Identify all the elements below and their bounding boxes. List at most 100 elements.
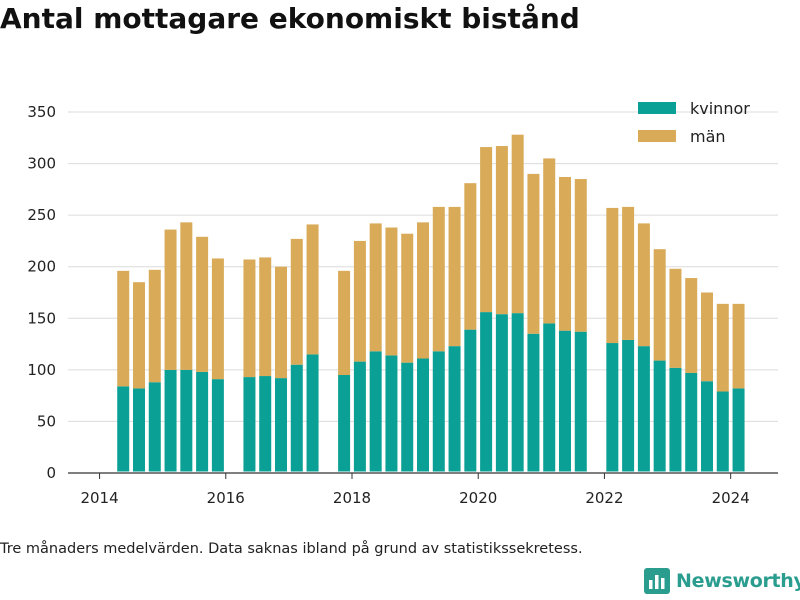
bar-kvinnor [732, 388, 745, 472]
bar-man [653, 249, 666, 361]
bar-man [353, 240, 366, 362]
x-tick-label: 2018 [333, 489, 371, 507]
bar-kvinnor [637, 346, 650, 472]
bar-chart-logo-icon [644, 568, 670, 594]
bar-kvinnor [259, 376, 272, 472]
y-tick-label: 150 [27, 309, 56, 327]
chart-title: Antal mottagare ekonomiskt bistånd [0, 2, 580, 35]
y-tick-label: 50 [37, 412, 56, 430]
bar-man [196, 236, 209, 372]
bar-kvinnor [574, 331, 587, 472]
bar-man [543, 158, 556, 324]
x-axis: 2014 2016 2018 2020 2022 2024 [68, 472, 778, 507]
brand-name: Newsworthy [676, 570, 800, 592]
bar-kvinnor [401, 362, 414, 472]
bar-kvinnor [653, 360, 666, 472]
y-tick-label: 200 [27, 258, 56, 276]
bar-kvinnor [290, 364, 303, 472]
legend-swatch-man [638, 130, 676, 142]
bar-man [417, 222, 429, 359]
bar-kvinnor [527, 333, 540, 472]
bar-man [685, 278, 698, 373]
bar-man [401, 233, 414, 363]
bar-man [622, 206, 635, 340]
bar-kvinnor [417, 358, 429, 472]
bar-man [701, 292, 713, 382]
bar-man [259, 257, 272, 377]
bar-kvinnor [133, 388, 145, 472]
bar-man [369, 223, 382, 352]
bar-kvinnor [685, 372, 698, 472]
bar-kvinnor [559, 330, 571, 472]
bar-man [385, 227, 398, 356]
bar-kvinnor [495, 314, 508, 472]
bar-kvinnor [543, 323, 556, 472]
bar-man [732, 303, 745, 389]
bar-kvinnor [306, 354, 319, 472]
bar-man [306, 224, 319, 355]
legend: kvinnor män [638, 99, 750, 146]
bar-kvinnor [511, 313, 524, 472]
bar-kvinnor [701, 381, 713, 472]
bar-man [133, 282, 145, 389]
chart-footnote: Tre månaders medelvärden. Data saknas ib… [0, 541, 583, 557]
bar-kvinnor [716, 391, 729, 472]
brand-logo[interactable]: Newsworthy [644, 568, 800, 594]
bar-kvinnor [148, 382, 161, 472]
bar-man [480, 147, 493, 313]
bar-kvinnor [117, 386, 130, 472]
bar-man [606, 207, 619, 344]
bar-man [574, 179, 587, 332]
legend-label-kvinnor: kvinnor [690, 99, 750, 118]
legend-label-man: män [690, 127, 726, 146]
bar-man [527, 173, 540, 334]
bar-kvinnor [180, 369, 193, 472]
bar-kvinnor [338, 375, 351, 472]
bar-man [243, 259, 256, 378]
x-tick-label: 2024 [712, 489, 750, 507]
bar-man [117, 270, 130, 387]
bar-kvinnor [369, 351, 382, 472]
x-tick-label: 2022 [585, 489, 623, 507]
bar-man [211, 258, 224, 380]
bar-man [511, 134, 524, 314]
bar-series [117, 134, 745, 472]
bar-man [432, 206, 445, 352]
bar-man [290, 238, 303, 365]
x-tick-label: 2016 [207, 489, 245, 507]
bar-kvinnor [622, 339, 635, 472]
y-axis-tick-labels: 0 50 100 150 200 250 300 350 [27, 103, 56, 482]
y-tick-label: 100 [27, 361, 56, 379]
bar-man [148, 269, 161, 383]
y-tick-label: 350 [27, 103, 56, 121]
bar-man [275, 266, 287, 379]
bar-kvinnor [385, 355, 398, 472]
bar-man [716, 303, 729, 392]
bar-man [464, 183, 477, 330]
bar-man [637, 223, 650, 347]
bar-kvinnor [432, 351, 445, 472]
y-tick-label: 250 [27, 206, 56, 224]
bar-man [164, 229, 177, 370]
bar-man [180, 222, 193, 370]
bar-kvinnor [353, 361, 366, 472]
y-tick-label: 300 [27, 155, 56, 173]
bar-man [669, 268, 682, 368]
bar-man [495, 146, 508, 315]
bar-kvinnor [275, 378, 287, 472]
bar-kvinnor [164, 369, 177, 472]
y-tick-label: 0 [46, 464, 56, 482]
bar-kvinnor [669, 367, 682, 472]
x-tick-label: 2014 [80, 489, 118, 507]
bar-kvinnor [243, 377, 256, 472]
bar-kvinnor [480, 312, 493, 472]
bar-kvinnor [464, 329, 477, 472]
bar-kvinnor [606, 343, 619, 472]
bar-kvinnor [196, 371, 209, 472]
bar-man [338, 270, 351, 376]
bar-man [559, 176, 571, 331]
bar-kvinnor [448, 346, 461, 472]
bar-man [448, 206, 461, 347]
x-tick-label: 2020 [459, 489, 497, 507]
